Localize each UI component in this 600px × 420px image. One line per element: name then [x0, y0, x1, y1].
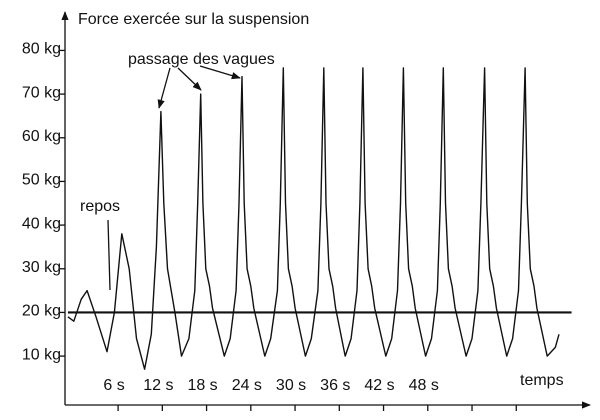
y-tick-label: 30 kg: [22, 259, 61, 276]
x-tick-label: 6 s: [103, 377, 124, 394]
chart-title: Force exercée sur la suspension: [78, 11, 309, 28]
data-line: [67, 67, 560, 370]
y-tick-label: 10 kg: [22, 346, 61, 363]
y-tick-label: 20 kg: [22, 303, 61, 320]
annotation-arrow: [157, 67, 171, 109]
annotation-pointer: [107, 219, 111, 291]
x-tick-label: 48 s: [409, 377, 439, 394]
annotation: repos: [80, 198, 120, 215]
x-axis-label: temps: [520, 372, 564, 389]
y-tick-label: 40 kg: [22, 215, 61, 232]
y-tick-label: 60 kg: [22, 128, 61, 145]
annotation: passage des vagues: [128, 51, 275, 68]
x-tick-label: 42 s: [364, 377, 394, 394]
x-tick-label: 12 s: [143, 377, 173, 394]
annotation-arrow: [177, 67, 202, 91]
annotation-arrow: [199, 65, 241, 80]
x-tick-label: 36 s: [320, 377, 350, 394]
y-tick-label: 70 kg: [22, 84, 61, 101]
y-tick-label: 80 kg: [22, 41, 61, 58]
y-tick-label: 50 kg: [22, 172, 61, 189]
x-tick-label: 18 s: [187, 377, 217, 394]
x-tick-label: 24 s: [232, 377, 262, 394]
x-tick-label: 30 s: [276, 377, 306, 394]
